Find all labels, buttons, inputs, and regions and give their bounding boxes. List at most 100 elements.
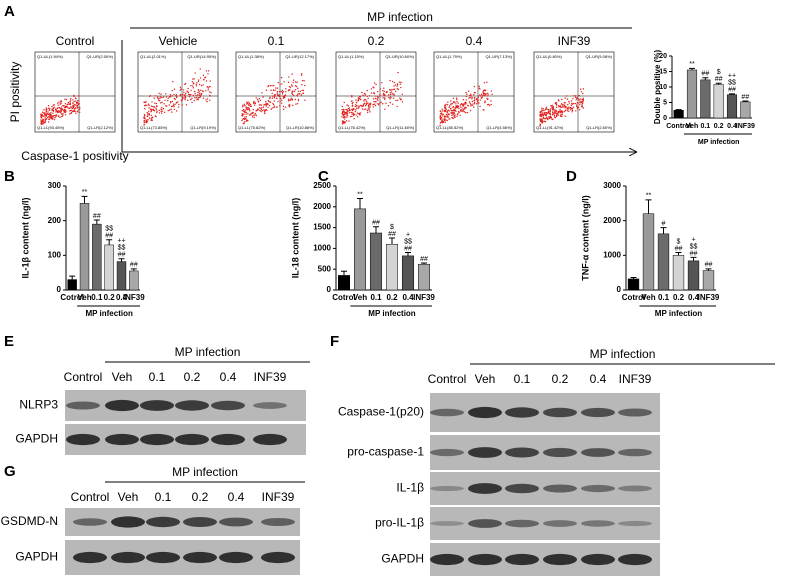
flow-dot bbox=[479, 99, 481, 101]
flow-dot bbox=[297, 90, 300, 93]
flow-dot bbox=[171, 95, 173, 97]
panel-letter: C bbox=[318, 168, 329, 185]
significance: ** bbox=[82, 189, 88, 196]
flow-dot bbox=[482, 109, 484, 111]
flow-dot bbox=[572, 102, 575, 105]
flow-dot bbox=[452, 106, 454, 109]
flow-dot bbox=[372, 106, 374, 108]
flow-dot bbox=[285, 91, 287, 93]
flow-dot bbox=[368, 109, 370, 111]
flow-dot bbox=[70, 106, 73, 108]
flow-dot bbox=[43, 113, 46, 116]
flow-dot bbox=[384, 97, 386, 99]
flow-dot bbox=[294, 81, 297, 83]
flow-dot bbox=[576, 107, 579, 110]
flow-dot bbox=[469, 94, 471, 97]
panel-letter: A bbox=[4, 3, 15, 20]
flow-dot bbox=[555, 104, 558, 106]
flow-dot bbox=[171, 90, 173, 92]
flow-dot bbox=[487, 94, 489, 96]
flow-dot bbox=[146, 112, 148, 114]
flow-dot bbox=[398, 81, 401, 83]
flow-dot bbox=[361, 105, 363, 107]
flow-dot bbox=[151, 101, 153, 103]
flow-dot bbox=[68, 107, 71, 110]
flow-dot bbox=[68, 113, 71, 115]
bar bbox=[353, 208, 367, 291]
flow-dot bbox=[467, 90, 470, 92]
flow-dot bbox=[555, 115, 558, 117]
lane-label: 0.4 bbox=[590, 372, 607, 386]
flow-dot bbox=[369, 102, 372, 105]
flow-dot bbox=[303, 80, 305, 82]
significance: $$ bbox=[690, 243, 698, 250]
flow-dot bbox=[64, 105, 67, 107]
flow-dot bbox=[197, 89, 200, 91]
flow-dot bbox=[51, 105, 53, 108]
flow-dot bbox=[296, 94, 298, 97]
flow-dot bbox=[581, 99, 583, 101]
flow-dot bbox=[144, 104, 146, 107]
flow-dot bbox=[207, 70, 210, 72]
flow-dot bbox=[367, 105, 370, 108]
flow-dot bbox=[481, 95, 483, 97]
flow-dot bbox=[181, 95, 183, 98]
flow-dot bbox=[539, 114, 541, 116]
flow-dot bbox=[486, 81, 488, 83]
flow-dot bbox=[549, 109, 551, 111]
flow-dot bbox=[266, 102, 269, 105]
flow-dot bbox=[582, 107, 585, 109]
flow-dot bbox=[297, 93, 299, 95]
flow-dot bbox=[160, 110, 162, 113]
flow-dot bbox=[291, 93, 294, 96]
flow-dot bbox=[290, 84, 293, 86]
flow-dot bbox=[361, 108, 364, 110]
flow-dot bbox=[373, 82, 376, 84]
flow-dot bbox=[273, 106, 276, 108]
flow-dot bbox=[547, 110, 550, 113]
flow-dot bbox=[290, 98, 292, 101]
flow-dot bbox=[480, 97, 483, 99]
row-label: Caspase-1(p20) bbox=[338, 405, 424, 419]
blot-band bbox=[140, 400, 174, 411]
flow-dot bbox=[173, 104, 175, 107]
flow-x-label: Caspase-1 positivity bbox=[21, 149, 128, 163]
blot-band bbox=[111, 551, 145, 564]
flow-dot bbox=[258, 97, 261, 100]
flow-dot bbox=[171, 100, 174, 103]
flow-dot bbox=[77, 106, 79, 109]
bar bbox=[740, 101, 751, 119]
flow-dot bbox=[47, 105, 50, 107]
flow-dot bbox=[367, 108, 370, 110]
flow-dot bbox=[241, 113, 244, 116]
blot-band bbox=[581, 484, 615, 493]
flow-dot bbox=[253, 104, 256, 106]
flow-dot bbox=[170, 95, 172, 97]
flow-dot bbox=[471, 96, 473, 99]
x-tick-label: INF39 bbox=[736, 123, 755, 130]
flow-dot bbox=[453, 111, 455, 113]
flow-dot bbox=[365, 108, 367, 110]
flow-dot bbox=[452, 109, 454, 112]
flow-dot bbox=[143, 116, 145, 118]
flow-dot bbox=[342, 113, 344, 116]
flow-dot bbox=[205, 70, 208, 72]
flow-dot bbox=[353, 113, 355, 116]
flow-dot bbox=[561, 115, 563, 118]
flow-dot bbox=[53, 118, 56, 121]
flow-dot bbox=[155, 109, 158, 111]
flow-dot bbox=[197, 80, 200, 83]
flow-dot bbox=[200, 84, 203, 87]
flow-dot bbox=[368, 95, 371, 97]
flow-dot bbox=[344, 113, 346, 116]
flow-dot bbox=[160, 112, 163, 114]
flow-title: 0.1 bbox=[268, 34, 285, 48]
flow-dot bbox=[471, 100, 474, 103]
flow-dot bbox=[52, 110, 55, 112]
lane-label: 0.1 bbox=[514, 372, 531, 386]
flow-dot bbox=[43, 108, 45, 111]
error-bar bbox=[118, 258, 125, 262]
y-axis-label: TNF-α content (ng/l) bbox=[580, 195, 590, 281]
flow-dot bbox=[56, 107, 59, 110]
flow-dot bbox=[453, 115, 455, 117]
